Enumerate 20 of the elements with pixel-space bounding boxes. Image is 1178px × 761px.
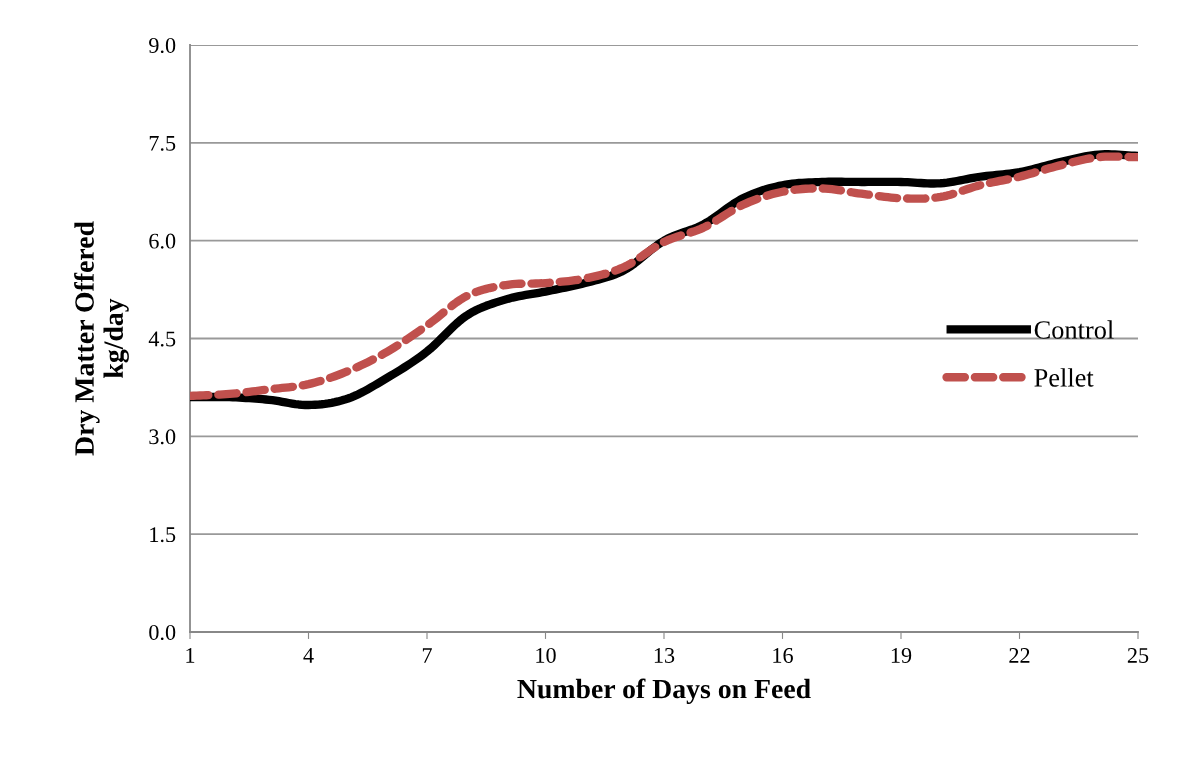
y-axis-title: Dry Matter Offered kg/day [74,221,129,456]
x-tick-label: 10 [536,647,556,663]
x-tick-label: 4 [303,648,314,663]
x-tick-label: 1 [186,648,195,663]
y-tick-label: 6.0 [149,233,176,249]
legend-label: Pellet [1034,368,1094,387]
x-tick-label: 25 [1127,647,1149,663]
y-tick-label: 7.5 [149,135,176,151]
x-tick-label: 22 [1009,647,1030,663]
y-tick-label: 1.5 [150,527,176,543]
y-tick-label: 0.0 [149,624,176,641]
legend-label: Control [1034,320,1114,339]
y-tick-label: 4.5 [148,331,176,347]
y-tick-label: 3.0 [149,429,176,445]
y-tick-label: 9.0 [149,37,176,54]
x-tick-label: 16 [773,647,793,663]
x-axis-title: Number of Days on Feed [517,678,811,705]
x-tick-label: 19 [891,647,912,663]
x-tick-label: 7 [422,648,432,663]
x-tick-label: 13 [654,647,675,663]
